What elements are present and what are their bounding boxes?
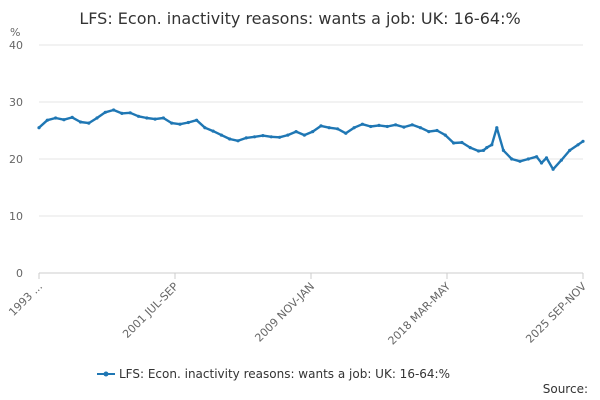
data-point[interactable] <box>544 156 549 160</box>
data-point[interactable] <box>460 140 464 145</box>
x-tick-label: 2009 NOV-JAN <box>252 280 317 345</box>
data-point[interactable] <box>70 115 74 119</box>
data-point[interactable] <box>559 158 564 162</box>
data-point[interactable] <box>327 126 331 130</box>
data-point[interactable] <box>369 124 373 129</box>
data-point[interactable] <box>418 126 423 130</box>
data-point[interactable] <box>481 148 486 152</box>
data-point[interactable] <box>576 143 580 147</box>
data-point[interactable] <box>253 135 257 139</box>
data-point[interactable] <box>352 126 356 130</box>
y-tick-label: 20 <box>9 153 23 166</box>
data-point[interactable] <box>319 124 323 128</box>
data-point[interactable] <box>501 148 505 152</box>
y-tick-label: 40 <box>9 39 23 52</box>
y-axis-unit-label: % <box>10 26 20 39</box>
x-tick-label: 2018 MAR-MAY <box>386 280 454 348</box>
data-point[interactable] <box>37 126 41 130</box>
data-point[interactable] <box>145 116 149 120</box>
data-point[interactable] <box>402 125 406 129</box>
x-tick-label: 2001 JUL-SEP <box>120 280 181 341</box>
x-axis: 1993 ... 2001 JUL-SEP 2009 NOV-JAN 2018 MAR… <box>6 273 589 348</box>
data-point[interactable] <box>219 133 223 137</box>
y-tick-label: 10 <box>9 210 23 223</box>
data-point[interactable] <box>78 120 83 124</box>
data-point[interactable] <box>45 118 49 122</box>
data-point[interactable] <box>103 110 107 114</box>
data-point[interactable] <box>203 126 207 130</box>
data-point[interactable] <box>269 135 273 139</box>
data-point[interactable] <box>344 131 348 135</box>
data-point[interactable] <box>136 114 141 118</box>
y-tick-label: 0 <box>16 267 23 280</box>
chart-title: LFS: Econ. inactivity reasons: wants a j… <box>79 9 520 28</box>
data-point[interactable] <box>161 116 165 120</box>
x-tick-label: 2025 SEP-NOV <box>523 280 589 346</box>
data-point[interactable] <box>178 122 182 126</box>
data-point[interactable] <box>568 148 572 152</box>
data-point[interactable] <box>476 149 481 153</box>
data-point[interactable] <box>490 143 494 147</box>
data-point[interactable] <box>54 116 58 120</box>
plot-area <box>37 108 585 171</box>
data-point[interactable] <box>277 135 282 139</box>
data-point[interactable] <box>581 139 585 143</box>
data-point[interactable] <box>112 108 116 112</box>
data-point[interactable] <box>518 159 522 163</box>
data-point[interactable] <box>311 130 315 134</box>
data-point[interactable] <box>186 120 190 125</box>
data-point[interactable] <box>87 121 91 125</box>
grid-lines <box>39 44 583 274</box>
data-point[interactable] <box>394 123 398 127</box>
legend[interactable]: LFS: Econ. inactivity reasons: wants a j… <box>97 367 450 381</box>
data-point[interactable] <box>261 134 265 138</box>
data-point[interactable] <box>510 157 514 161</box>
data-point[interactable] <box>535 155 539 159</box>
data-point[interactable] <box>468 146 472 150</box>
data-point[interactable] <box>294 130 298 134</box>
data-point[interactable] <box>443 133 447 137</box>
data-point[interactable] <box>236 139 240 143</box>
data-point[interactable] <box>360 122 364 126</box>
x-tick-label: 1993 ... <box>6 280 45 319</box>
data-point[interactable] <box>228 137 232 141</box>
data-point[interactable] <box>485 146 489 150</box>
data-point[interactable] <box>495 126 499 130</box>
legend-label: LFS: Econ. inactivity reasons: wants a j… <box>119 367 450 381</box>
data-point[interactable] <box>62 118 66 122</box>
data-point[interactable] <box>153 117 157 121</box>
y-axis-ticks: 0 10 20 30 40 <box>9 39 23 280</box>
data-point[interactable] <box>551 167 555 171</box>
data-point[interactable] <box>170 121 174 125</box>
data-point[interactable] <box>120 111 124 115</box>
legend-marker-icon <box>103 371 109 377</box>
data-point[interactable] <box>539 161 544 165</box>
data-point[interactable] <box>286 133 290 137</box>
data-point[interactable] <box>377 123 381 127</box>
data-point[interactable] <box>128 111 132 115</box>
source-label: Source: <box>543 382 588 396</box>
data-point[interactable] <box>95 116 99 120</box>
data-point[interactable] <box>335 127 340 131</box>
data-point[interactable] <box>526 157 530 161</box>
series-line[interactable] <box>38 108 584 171</box>
data-point[interactable] <box>427 130 431 134</box>
data-point[interactable] <box>211 129 215 133</box>
data-point[interactable] <box>302 133 306 137</box>
data-point[interactable] <box>435 128 439 133</box>
data-point[interactable] <box>452 141 456 145</box>
data-point[interactable] <box>385 124 389 129</box>
data-point[interactable] <box>244 136 248 140</box>
data-point[interactable] <box>195 118 199 122</box>
data-point[interactable] <box>410 123 414 127</box>
y-tick-label: 30 <box>9 96 23 109</box>
